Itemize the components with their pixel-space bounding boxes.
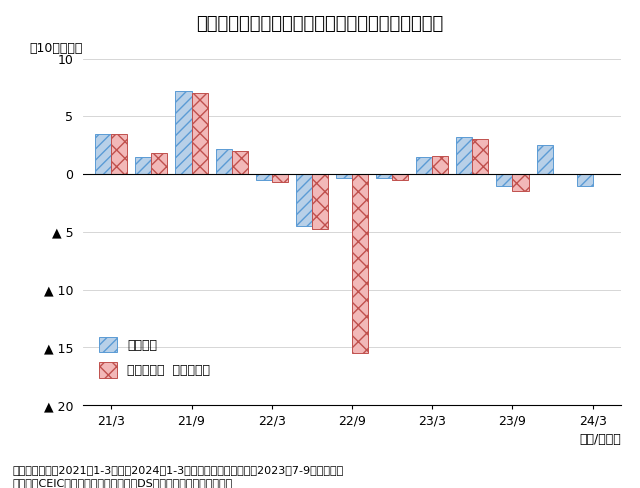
Bar [216, 149, 232, 174]
Bar [352, 174, 368, 353]
Text: （注）データは2021年1-3月期～2024年1-3月期。外貨準備高増減は2023年7-9月期まで。: （注）データは2021年1-3月期～2024年1-3月期。外貨準備高増減は202… [13, 465, 344, 474]
Bar [536, 145, 552, 174]
Legend: 総合収支, 外貨準備高  前期比変化: 総合収支, 外貨準備高 前期比変化 [95, 333, 214, 382]
Bar [577, 174, 593, 185]
Text: （10億ドル）: （10億ドル） [29, 42, 83, 55]
Bar [336, 174, 352, 178]
Bar [232, 151, 248, 174]
Bar [135, 157, 152, 174]
Bar [392, 174, 408, 180]
Bar [456, 137, 472, 174]
Bar [191, 93, 207, 174]
Bar [111, 134, 127, 174]
Text: 【図表３：ベトナムの総合収支と外貨準備高増減】: 【図表３：ベトナムの総合収支と外貨準備高増減】 [196, 15, 444, 33]
Bar [95, 134, 111, 174]
Bar [376, 174, 392, 178]
Text: （年/月期）: （年/月期） [579, 433, 621, 446]
Bar [432, 156, 448, 174]
Bar [272, 174, 288, 182]
Bar [256, 174, 272, 180]
Bar [175, 91, 191, 174]
Bar [152, 153, 168, 174]
Text: （出所）CEICのデータを基に三井住友DSアセットマネジメント作成: （出所）CEICのデータを基に三井住友DSアセットマネジメント作成 [13, 478, 233, 488]
Bar [416, 157, 432, 174]
Bar [497, 174, 513, 185]
Bar [513, 174, 529, 191]
Bar [312, 174, 328, 229]
Bar [472, 140, 488, 174]
Bar [296, 174, 312, 226]
